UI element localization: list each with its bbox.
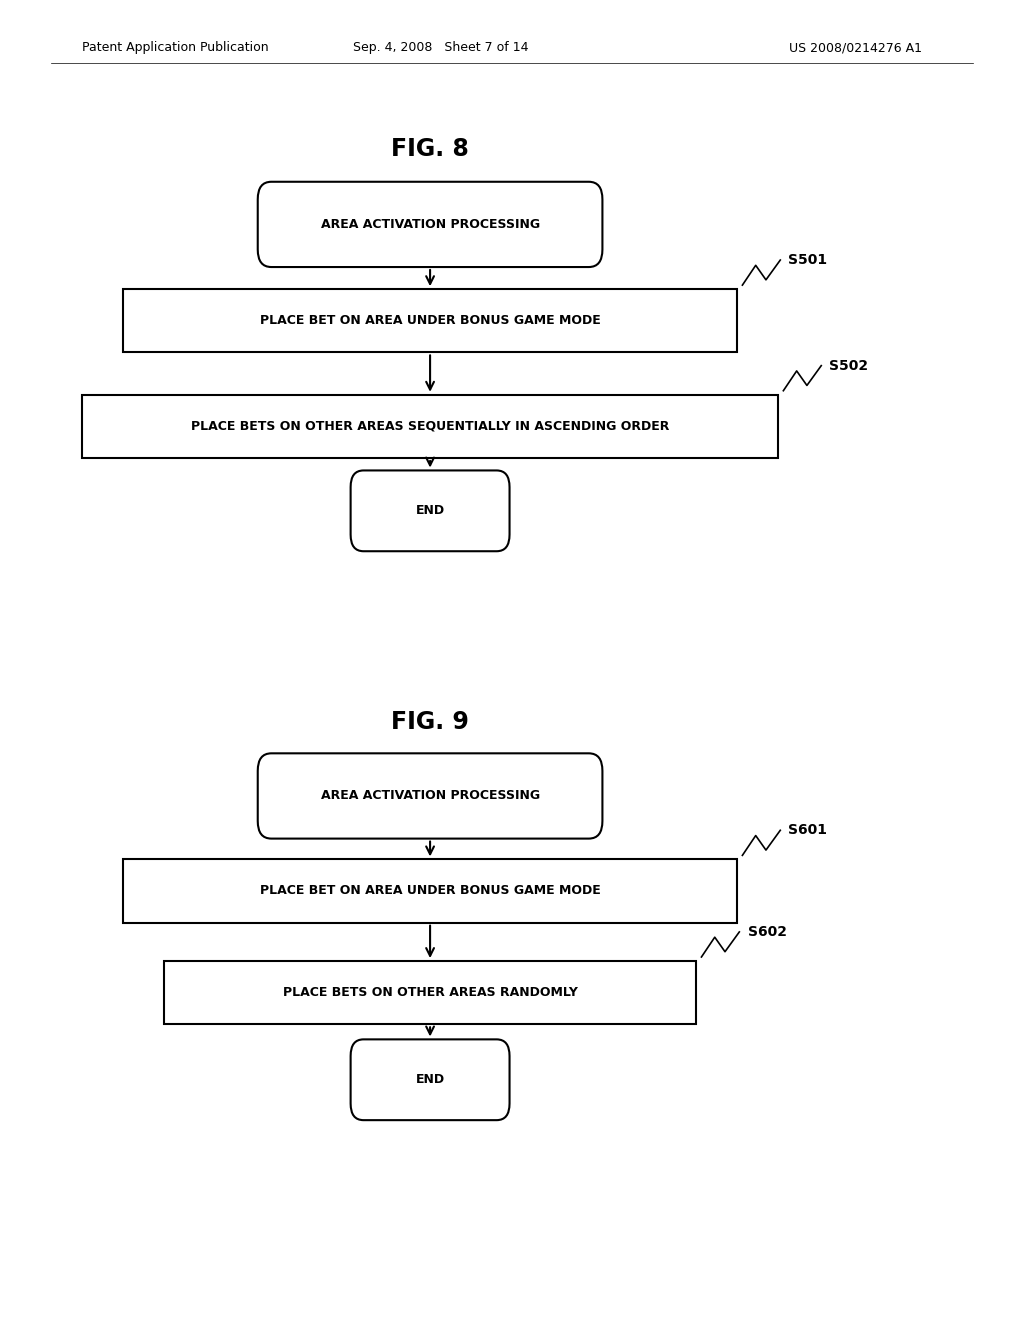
Text: AREA ACTIVATION PROCESSING: AREA ACTIVATION PROCESSING xyxy=(321,789,540,803)
Text: PLACE BET ON AREA UNDER BONUS GAME MODE: PLACE BET ON AREA UNDER BONUS GAME MODE xyxy=(260,884,600,898)
Bar xyxy=(82,395,778,458)
Text: S601: S601 xyxy=(788,824,827,837)
Text: FIG. 9: FIG. 9 xyxy=(391,710,469,734)
Bar xyxy=(123,289,737,352)
Text: US 2008/0214276 A1: US 2008/0214276 A1 xyxy=(788,41,922,54)
FancyBboxPatch shape xyxy=(350,1039,510,1121)
FancyBboxPatch shape xyxy=(258,754,602,838)
Text: PLACE BETS ON OTHER AREAS RANDOMLY: PLACE BETS ON OTHER AREAS RANDOMLY xyxy=(283,986,578,999)
Text: PLACE BET ON AREA UNDER BONUS GAME MODE: PLACE BET ON AREA UNDER BONUS GAME MODE xyxy=(260,314,600,327)
Bar xyxy=(164,961,696,1024)
FancyBboxPatch shape xyxy=(258,182,602,267)
Text: FIG. 8: FIG. 8 xyxy=(391,137,469,161)
FancyBboxPatch shape xyxy=(350,470,510,552)
Text: S501: S501 xyxy=(788,253,827,267)
Text: S502: S502 xyxy=(829,359,868,372)
Text: END: END xyxy=(416,1073,444,1086)
Text: Patent Application Publication: Patent Application Publication xyxy=(82,41,268,54)
Text: PLACE BETS ON OTHER AREAS SEQUENTIALLY IN ASCENDING ORDER: PLACE BETS ON OTHER AREAS SEQUENTIALLY I… xyxy=(190,420,670,433)
Text: AREA ACTIVATION PROCESSING: AREA ACTIVATION PROCESSING xyxy=(321,218,540,231)
Text: END: END xyxy=(416,504,444,517)
Text: Sep. 4, 2008   Sheet 7 of 14: Sep. 4, 2008 Sheet 7 of 14 xyxy=(352,41,528,54)
Bar xyxy=(123,859,737,923)
Text: S602: S602 xyxy=(748,925,786,939)
